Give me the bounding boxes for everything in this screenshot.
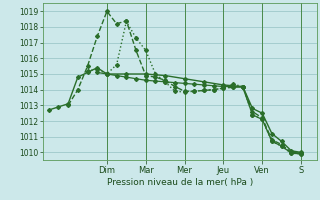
X-axis label: Pression niveau de la mer( hPa ): Pression niveau de la mer( hPa )	[107, 178, 253, 187]
